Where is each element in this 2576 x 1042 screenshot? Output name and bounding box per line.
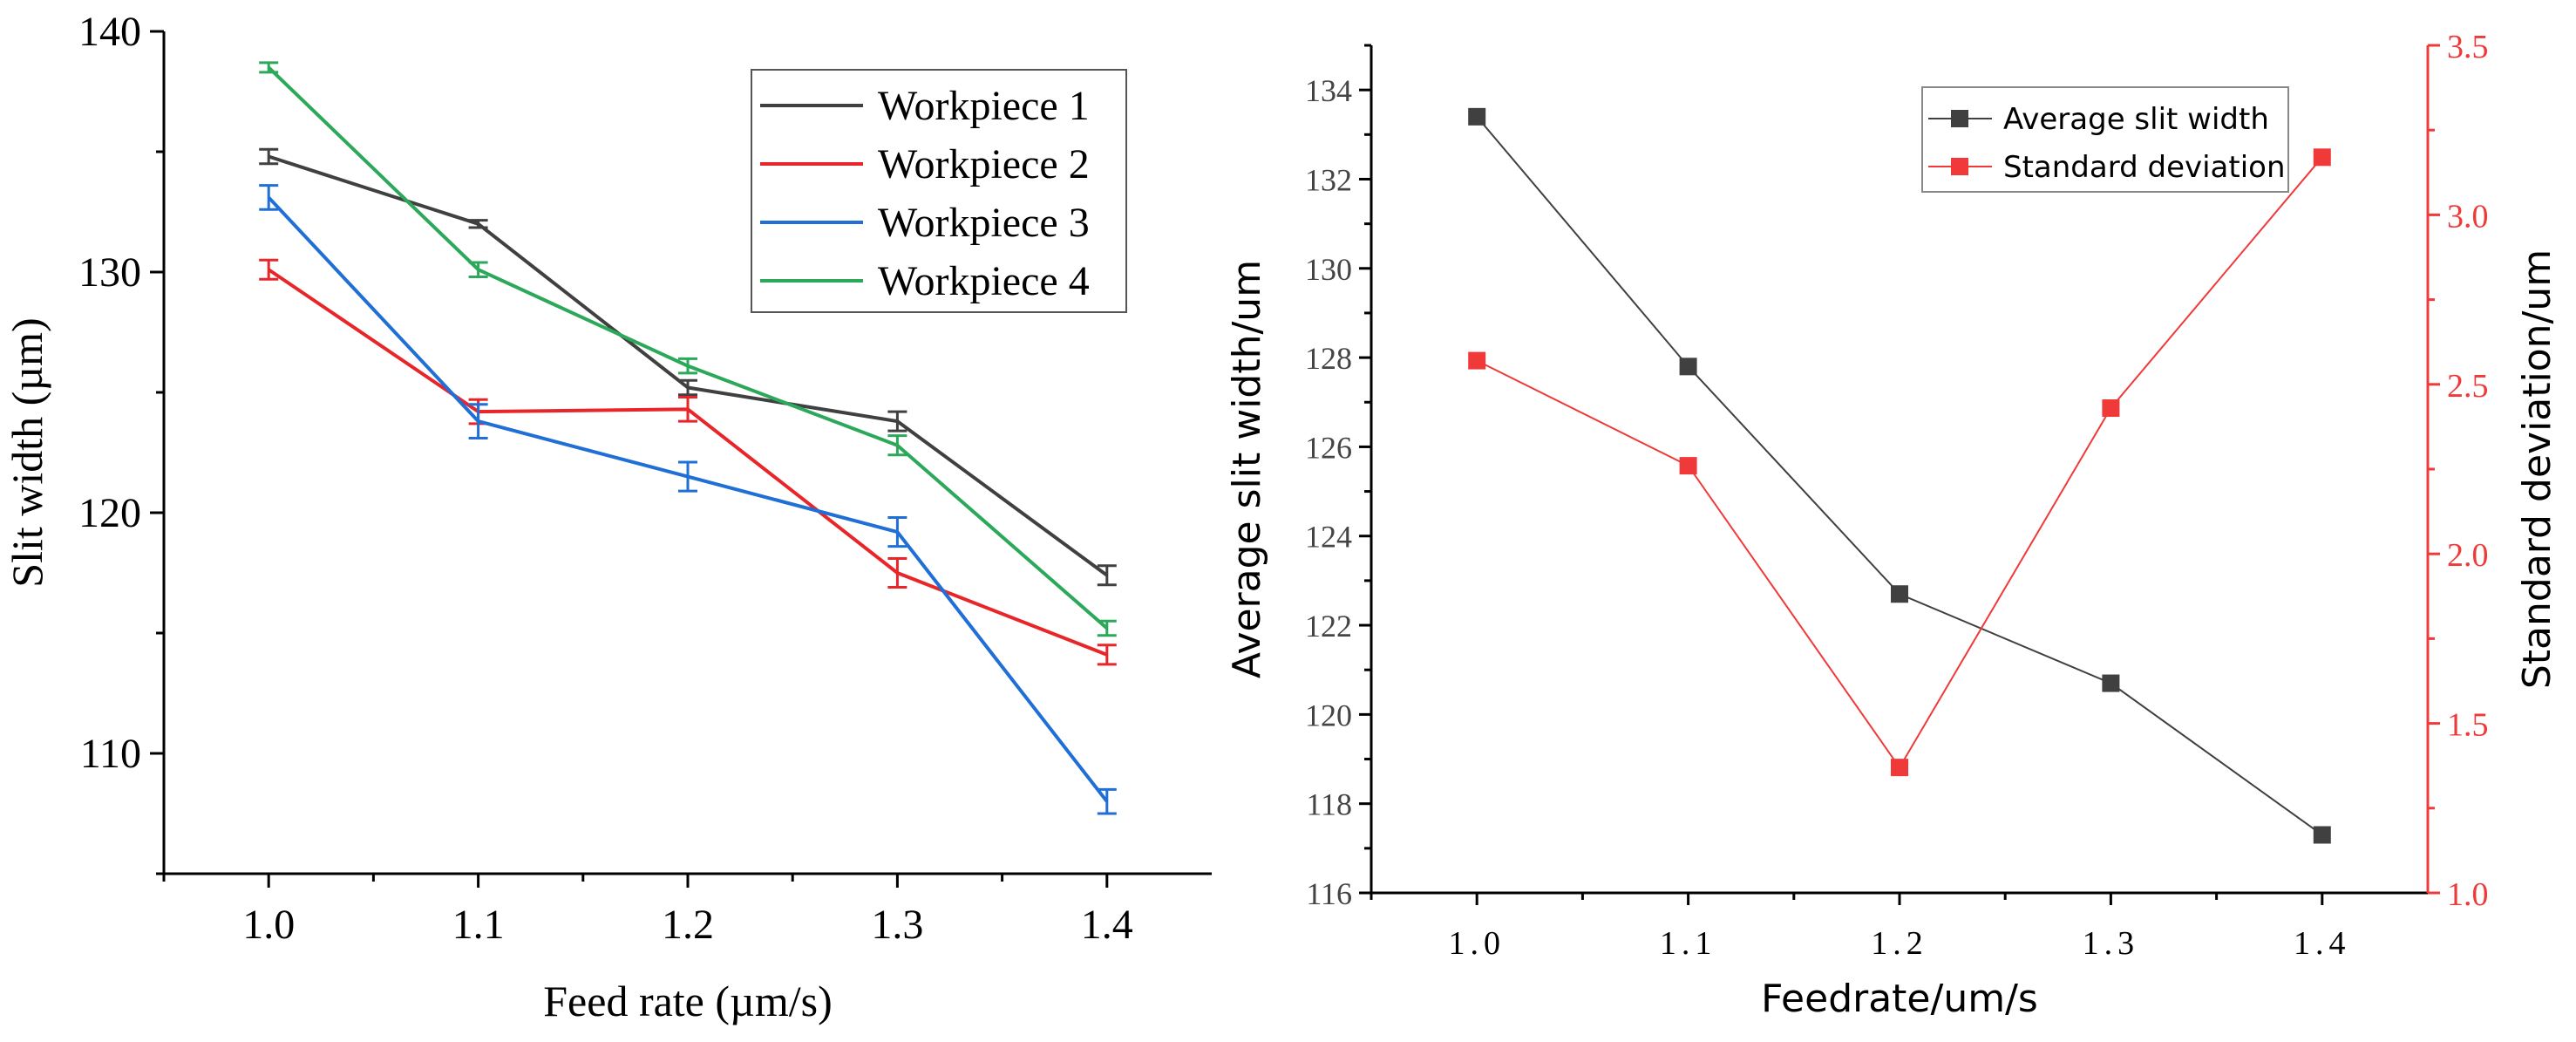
y-tick-label: 126 xyxy=(1305,430,1352,465)
x-tick-label: 1.3 xyxy=(2083,925,2140,962)
chart-left-series xyxy=(259,61,1117,815)
legend-label-workpiece-4: Workpiece 4 xyxy=(878,258,1090,304)
series-standard-deviation xyxy=(1468,148,2331,777)
x-axis-title: Feed rate (µm/s) xyxy=(543,977,832,1025)
legend-label-workpiece-2: Workpiece 2 xyxy=(878,141,1090,187)
x-tick-label: 1.3 xyxy=(871,902,923,948)
x-tick-label: 1.2 xyxy=(662,902,714,948)
y-tick-label: 110 xyxy=(80,731,141,777)
legend-box xyxy=(751,69,1127,313)
chart-right: 1.0 1.1 1.2 1.3 1.4 116 118 120 122 124 126 128 130 1… xyxy=(1225,29,2559,1021)
legend-label-standard-deviation: Standard deviation xyxy=(2003,150,2286,185)
data-point xyxy=(2313,826,2331,844)
y-tick-label: 120 xyxy=(1305,698,1352,732)
y-tick-label: 116 xyxy=(1306,876,1352,911)
data-point xyxy=(1468,351,1486,370)
x-tick-label: 1.4 xyxy=(2294,925,2351,962)
chart-right-legend: Average slit width Standard deviation xyxy=(1921,86,2289,193)
x-axis-title: Feedrate/um/s xyxy=(1761,977,2038,1021)
data-point xyxy=(1468,107,1486,126)
series-workpiece-4 xyxy=(259,61,1117,637)
x-tick-label: 1.4 xyxy=(1081,902,1133,948)
y2-tick-label: 3.5 xyxy=(2447,29,2489,65)
legend-swatch-marker-average-slit-width xyxy=(1951,110,1968,127)
data-point xyxy=(1891,759,1908,777)
y-tick-label: 130 xyxy=(78,249,141,296)
y2-tick-label: 3.0 xyxy=(2447,198,2489,235)
y-tick-label: 128 xyxy=(1305,341,1352,376)
data-point xyxy=(2313,148,2331,167)
y2-tick-label: 2.5 xyxy=(2447,368,2489,405)
data-point xyxy=(1891,585,1908,603)
y-tick-label: 118 xyxy=(1306,787,1352,822)
chart-left-axes xyxy=(162,31,1212,875)
y-tick-label: 122 xyxy=(1305,609,1352,644)
legend-label-workpiece-1: Workpiece 1 xyxy=(878,83,1090,129)
chart-left-legend: Workpiece 1 Workpiece 2 Workpiece 3 Workpie… xyxy=(751,69,1127,313)
data-point xyxy=(2102,399,2120,418)
data-point xyxy=(1679,358,1697,376)
y-axis-title: Average slit width/um xyxy=(1225,260,1269,678)
chart-right-series xyxy=(1468,107,2331,844)
x-tick-label: 1.1 xyxy=(452,902,505,948)
y-tick-label: 120 xyxy=(78,490,141,536)
y-axis-title: Slit width (µm) xyxy=(3,317,51,587)
series-workpiece-3 xyxy=(259,184,1117,815)
y2-tick-label: 1.0 xyxy=(2447,876,2489,913)
data-point xyxy=(1679,457,1697,475)
chart-left-ticks: 1.0 1.1 1.2 1.3 1.4 110 120 130 140 xyxy=(78,9,1133,948)
x-tick-label: 1.2 xyxy=(1871,925,1928,962)
y-tick-label: 134 xyxy=(1305,73,1352,108)
legend-label-average-slit-width: Average slit width xyxy=(2003,102,2269,137)
legend-swatch-marker-standard-deviation xyxy=(1951,158,1968,175)
y2-axis-title: Standard deviation/um xyxy=(2515,249,2559,689)
x-tick-label: 1.0 xyxy=(242,902,295,948)
x-tick-label: 1.1 xyxy=(1660,925,1717,962)
legend-label-workpiece-3: Workpiece 3 xyxy=(878,200,1090,246)
y-tick-label: 140 xyxy=(78,9,141,55)
series-workpiece-2 xyxy=(259,258,1117,666)
data-point xyxy=(2102,674,2120,692)
y-tick-label: 130 xyxy=(1305,252,1352,287)
y-tick-label: 132 xyxy=(1305,162,1352,197)
y-tick-label: 124 xyxy=(1305,520,1352,555)
y2-tick-label: 1.5 xyxy=(2447,707,2489,744)
x-tick-label: 1.0 xyxy=(1448,925,1505,962)
series-average-slit-width xyxy=(1468,107,2331,844)
legend-box xyxy=(1921,86,2289,193)
y2-tick-label: 2.0 xyxy=(2447,537,2489,574)
